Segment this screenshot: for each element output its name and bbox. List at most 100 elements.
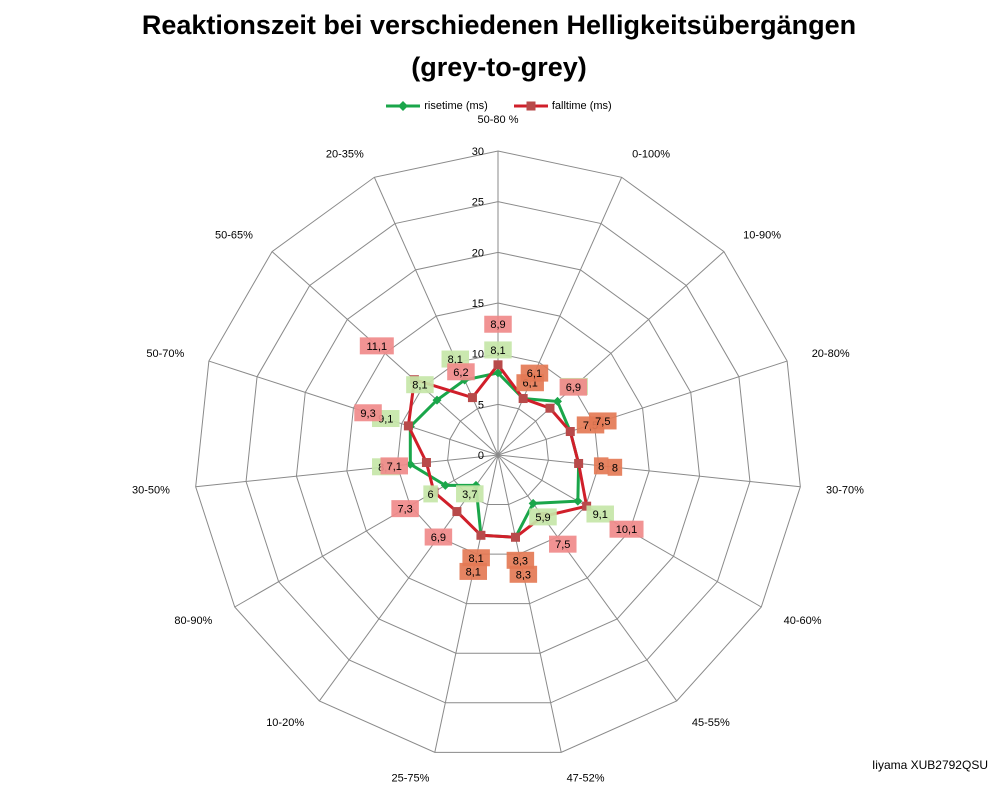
category-label: 47-52%: [567, 773, 605, 785]
risetime-data-label: 5,9: [535, 512, 550, 524]
grid-spoke: [497, 454, 562, 753]
falltime-data-label-bg: [391, 500, 419, 518]
risetime-data-label: 8: [598, 461, 604, 473]
falltime-marker: [403, 421, 413, 431]
risetime-data-label: 9,1: [378, 414, 393, 426]
falltime-data-label-bg: [509, 565, 538, 583]
legend-label-fall: falltime (ms): [551, 100, 612, 112]
risetime-data-label: 8,1: [448, 354, 463, 366]
falltime-data-label: 6,1: [527, 368, 542, 380]
risetime-data-label: 8,1: [490, 345, 505, 357]
grid-spoke: [373, 177, 499, 456]
category-label: 50-80 %: [478, 114, 519, 126]
grid-spoke: [195, 454, 499, 488]
falltime-data-label-bg: [589, 412, 617, 430]
axis-tick-label: 5: [478, 399, 484, 411]
category-label: 45-55%: [692, 717, 730, 729]
falltime-data-label: 9,3: [360, 408, 375, 420]
grid-ring: [195, 150, 801, 753]
risetime-data-label-bg: [484, 341, 512, 359]
falltime-data-label: 6,2: [453, 367, 468, 379]
falltime-data-label-bg: [424, 528, 453, 546]
falltime-marker: [518, 394, 528, 404]
risetime-marker: [432, 395, 442, 405]
legend-label-rise: risetime (ms): [424, 100, 488, 112]
risetime-data-label: 8,3: [513, 555, 528, 567]
grid-spoke: [497, 454, 801, 488]
risetime-data-label: 9,1: [593, 509, 608, 521]
falltime-marker: [452, 507, 462, 517]
risetime-data-label-bg: [406, 376, 434, 394]
falltime-data-label: 7,1: [387, 461, 402, 473]
falltime-series-line: [406, 363, 589, 539]
grid-spoke: [497, 251, 725, 456]
falltime-marker: [510, 532, 520, 542]
risetime-data-label: 8,1: [469, 553, 484, 565]
grid-spoke: [497, 177, 623, 456]
risetime-data-label-bg: [593, 457, 609, 475]
falltime-data-label-bg: [447, 363, 475, 381]
axis-tick-label: 15: [472, 298, 484, 310]
falltime-data-label: 6,9: [431, 532, 446, 544]
legend-item-fall: falltime (ms): [513, 100, 612, 112]
category-label: 10-90%: [743, 229, 781, 241]
grid-spoke: [497, 360, 788, 456]
risetime-data-label-bg: [441, 350, 470, 368]
category-label: 80-90%: [174, 615, 212, 627]
falltime-data-label: 11,1: [366, 341, 387, 353]
falltime-data-label-bg: [549, 535, 577, 553]
falltime-data-label: 8,1: [466, 566, 481, 578]
grid-spoke: [497, 454, 678, 702]
grid-ring: [295, 251, 701, 654]
axis-tick-label: 20: [472, 247, 484, 259]
axis-tick-label: 10: [472, 349, 484, 361]
falltime-marker: [421, 458, 431, 468]
chart-title-line2: (grey-to-grey): [411, 52, 587, 82]
category-label: 25-75%: [392, 773, 430, 785]
falltime-data-label: 7,3: [397, 504, 412, 516]
grid-ring: [447, 403, 549, 506]
falltime-data-label: 8,3: [516, 569, 531, 581]
risetime-data-label-bg: [529, 508, 557, 526]
category-label: 10-20%: [266, 717, 304, 729]
category-label: 0-100%: [632, 149, 670, 161]
risetime-marker: [440, 480, 450, 490]
risetime-data-label: 6: [428, 489, 434, 501]
grid-spoke: [434, 454, 499, 753]
category-label: 20-35%: [326, 149, 364, 161]
falltime-data-label: 7,5: [595, 416, 610, 428]
axis-tick-label: 30: [472, 146, 484, 158]
falltime-data-label-bg: [559, 378, 588, 396]
risetime-data-label: 8,1: [412, 380, 427, 392]
falltime-data-label-bg: [607, 458, 623, 476]
risetime-data-label-bg: [586, 505, 614, 523]
falltime-data-label: 8: [612, 462, 618, 474]
category-label: 30-50%: [132, 484, 170, 496]
falltime-data-label-bg: [354, 404, 382, 422]
risetime-data-label-bg: [462, 549, 490, 567]
grid-ring: [346, 302, 650, 605]
monitor-model-label: Iiyama XUB2792QSU: [871, 758, 988, 772]
falltime-data-label-bg: [520, 364, 549, 382]
category-label: 40-60%: [784, 615, 822, 627]
falltime-data-label: 7,5: [555, 539, 570, 551]
axis-tick-label: 25: [472, 197, 484, 209]
falltime-marker: [493, 360, 503, 370]
risetime-data-label-bg: [456, 485, 484, 503]
chart-title-line1: Reaktionszeit bei verschiedenen Helligke…: [141, 10, 857, 40]
falltime-data-label: 6,9: [566, 382, 581, 394]
falltime-marker: [545, 403, 555, 413]
falltime-data-label-bg: [459, 562, 488, 580]
falltime-data-label-bg: [380, 457, 408, 475]
risetime-marker: [552, 396, 562, 406]
chart-legend: risetime (ms) falltime (ms): [0, 100, 998, 112]
falltime-marker: [565, 427, 575, 437]
falltime-data-label-bg: [609, 520, 644, 538]
risetime-data-label-bg: [423, 485, 438, 503]
falltime-data-label-bg: [359, 337, 394, 355]
category-label: 30-70%: [826, 484, 864, 496]
grid-spoke: [208, 360, 499, 456]
axis-tick-label: 0: [478, 450, 484, 462]
rise-legend-swatch-icon: [386, 101, 421, 111]
